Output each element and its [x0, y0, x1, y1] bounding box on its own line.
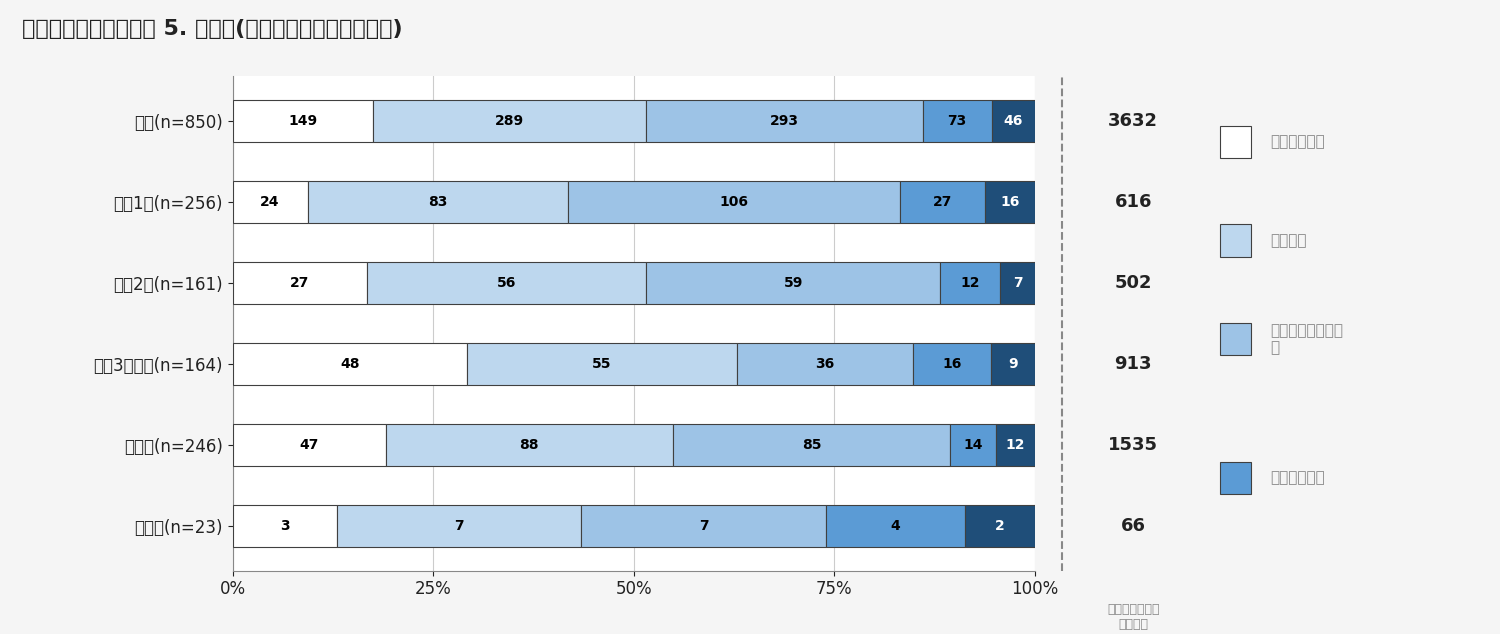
Text: 大変良かった: 大変良かった [1270, 134, 1324, 149]
Text: 913: 913 [1114, 355, 1152, 373]
Bar [1000, 262, 1035, 304]
Text: 16: 16 [1000, 195, 1020, 209]
Text: 16: 16 [942, 357, 962, 371]
Text: 24: 24 [261, 195, 280, 209]
Text: 149: 149 [288, 113, 318, 127]
Bar [232, 262, 368, 304]
Text: 12: 12 [1005, 438, 1025, 452]
Text: 12: 12 [960, 276, 980, 290]
Text: 1535: 1535 [1108, 436, 1158, 454]
Bar [940, 262, 1000, 304]
Text: 7: 7 [454, 519, 464, 533]
Bar [232, 424, 386, 466]
Bar [992, 100, 1035, 142]
Text: 《授業方法別の評価》 5. その他(ライブと録画の混成など): 《授業方法別の評価》 5. その他(ライブと録画の混成など) [22, 19, 404, 39]
Text: 106: 106 [720, 195, 748, 209]
Text: 4: 4 [891, 519, 900, 533]
Bar [674, 424, 950, 466]
Bar [996, 424, 1035, 466]
Text: 2: 2 [994, 519, 1005, 533]
Text: 7: 7 [1013, 276, 1023, 290]
Bar [646, 262, 940, 304]
Text: 293: 293 [770, 113, 800, 127]
Bar [338, 505, 582, 547]
Bar [232, 343, 468, 385]
Bar [825, 505, 964, 547]
Text: 36: 36 [815, 357, 834, 371]
Bar [1220, 323, 1251, 356]
Text: 502: 502 [1114, 274, 1152, 292]
Bar [374, 100, 646, 142]
Text: 良かった: 良かった [1270, 233, 1306, 248]
Text: この形式の講義
を未受講: この形式の講義 を未受講 [1107, 603, 1160, 631]
Text: 59: 59 [783, 276, 802, 290]
Text: 46: 46 [1004, 113, 1023, 127]
Text: 616: 616 [1114, 193, 1152, 210]
Bar [568, 181, 900, 223]
Bar [232, 181, 308, 223]
Text: 27: 27 [933, 195, 952, 209]
Bar [922, 100, 992, 142]
Text: 3632: 3632 [1108, 112, 1158, 130]
Text: 7: 7 [699, 519, 708, 533]
Bar [986, 181, 1035, 223]
Text: 289: 289 [495, 113, 524, 127]
Text: 14: 14 [963, 438, 982, 452]
Text: 83: 83 [427, 195, 447, 209]
Text: 47: 47 [300, 438, 320, 452]
Bar [368, 262, 646, 304]
Bar [468, 343, 736, 385]
Text: 27: 27 [290, 276, 309, 290]
Bar [308, 181, 568, 223]
Bar [1220, 224, 1251, 257]
Bar [912, 343, 992, 385]
Text: 85: 85 [802, 438, 822, 452]
Bar [1220, 126, 1251, 158]
Bar [582, 505, 825, 547]
Bar [900, 181, 986, 223]
Bar [646, 100, 922, 142]
Bar [964, 505, 1035, 547]
Text: 良くなかった: 良くなかった [1270, 470, 1324, 486]
Bar [992, 343, 1035, 385]
Bar [950, 424, 996, 466]
Bar [232, 505, 338, 547]
Bar [1220, 462, 1251, 494]
Bar [386, 424, 674, 466]
Text: 9: 9 [1008, 357, 1019, 371]
Text: 55: 55 [592, 357, 612, 371]
Text: どちらともいえな
い: どちらともいえな い [1270, 323, 1342, 356]
Text: 66: 66 [1120, 517, 1146, 535]
Text: 3: 3 [280, 519, 290, 533]
Text: 56: 56 [496, 276, 516, 290]
Text: 73: 73 [948, 113, 966, 127]
Bar [736, 343, 912, 385]
Text: 48: 48 [340, 357, 360, 371]
Text: 88: 88 [519, 438, 538, 452]
Bar [232, 100, 374, 142]
